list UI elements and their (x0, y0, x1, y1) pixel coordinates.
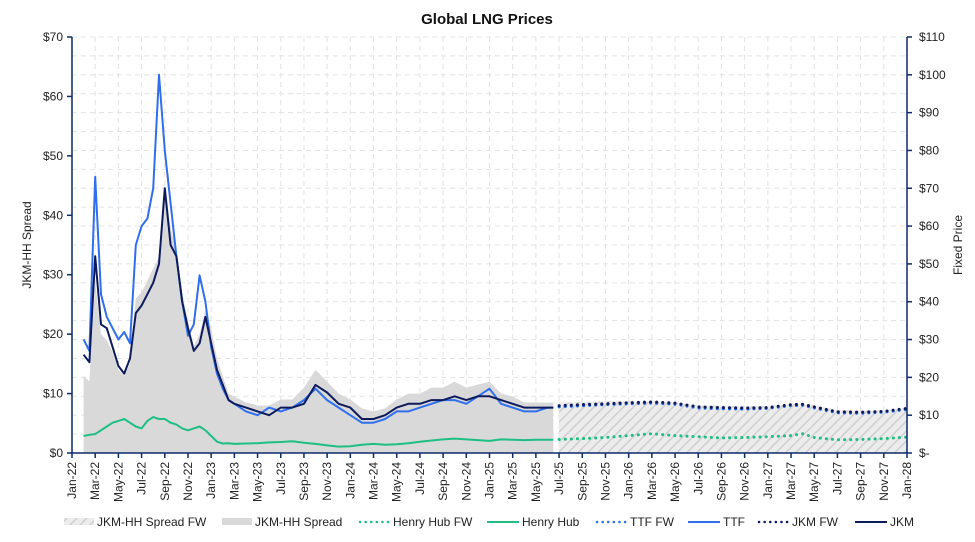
x-tick-label: May-26 (668, 462, 682, 502)
right-tick-label: $60 (919, 219, 939, 233)
x-tick-label: Mar-24 (367, 462, 381, 500)
left-tick-label: $10 (43, 387, 63, 401)
x-tick-label: May-24 (390, 462, 404, 502)
legend-label: TTF FW (630, 515, 675, 529)
left-tick-label: $40 (43, 208, 63, 222)
right-tick-label: $30 (919, 333, 939, 347)
x-tick-label: Nov-24 (459, 462, 473, 501)
legend-item: JKM-HH Spread (222, 515, 342, 529)
series-lines (82, 73, 909, 448)
x-tick-label: Nov-25 (598, 462, 612, 501)
x-tick-label: Jul-26 (691, 462, 705, 495)
left-tick-label: $60 (43, 89, 63, 103)
x-tick-label: Jan-28 (900, 462, 914, 499)
right-tick-label: $10 (919, 408, 939, 422)
right-axis-title: Fixed Price (951, 215, 965, 275)
x-tick-label: Mar-26 (645, 462, 659, 500)
right-tick-label: $110 (919, 30, 945, 44)
right-tick-label: $- (919, 446, 930, 460)
legend-label: JKM-HH Spread FW (97, 515, 207, 529)
x-tick-label: Nov-26 (738, 462, 752, 501)
x-tick-label: Jul-27 (830, 462, 844, 495)
jkm-fw-line (557, 400, 909, 414)
legend-label: JKM-HH Spread (255, 515, 342, 529)
x-tick-label: Nov-23 (320, 462, 334, 501)
x-tick-label: Jan-24 (343, 462, 357, 499)
spread-areas (83, 185, 907, 454)
right-tick-label: $80 (919, 143, 939, 157)
x-tick-label: Mar-22 (88, 462, 102, 500)
x-tick-label: Mar-23 (227, 462, 241, 500)
spread-fw-area (559, 401, 907, 453)
x-tick-label: Mar-25 (506, 462, 520, 500)
x-tick-label: Jan-26 (622, 462, 636, 499)
axes: $0 $10 $20 $30 $40 $50 $60 $70 $- $10 $20 $30 $40 $50… (43, 30, 946, 502)
x-tick-label: May-27 (807, 462, 821, 502)
left-tick-label: $70 (43, 30, 63, 44)
x-tick-label: Jul-23 (274, 462, 288, 495)
legend-label: Henry Hub FW (393, 515, 473, 529)
x-tick-label: May-23 (251, 462, 265, 502)
right-tick-label: $100 (919, 68, 946, 82)
x-tick-label: May-22 (111, 462, 125, 502)
legend-item: JKM-HH Spread FW (64, 515, 207, 529)
x-tick-label: Jul-25 (552, 462, 566, 495)
left-axis-title: JKM-HH Spread (20, 201, 34, 288)
x-tick-label: Nov-27 (877, 462, 891, 501)
legend-label: JKM FW (792, 515, 839, 529)
x-tick-label: Jan-22 (65, 462, 79, 499)
right-tick-label: $50 (919, 257, 939, 271)
x-tick-label: Jan-23 (204, 462, 218, 499)
legend-label: JKM (890, 515, 914, 529)
legend-swatch (64, 518, 94, 525)
legend-label: Henry Hub (522, 515, 580, 529)
x-tick-label: Sep-26 (714, 462, 728, 501)
chart-title: Global LNG Prices (421, 11, 553, 28)
left-tick-label: $50 (43, 149, 63, 163)
legend-item: JKM FW (757, 515, 839, 529)
x-tick-label: Jan-27 (761, 462, 775, 499)
right-tick-label: $70 (919, 181, 939, 195)
legend-item: TTF (688, 515, 745, 529)
x-tick-label: Jul-24 (413, 462, 427, 495)
x-tick-label: May-25 (529, 462, 543, 502)
spread-area (83, 185, 554, 454)
x-tick-label: Sep-23 (297, 462, 311, 501)
legend: JKM-HH Spread FW JKM-HH Spread Henry Hub F… (64, 515, 914, 529)
left-tick-label: $20 (43, 327, 63, 341)
left-tick-label: $0 (50, 446, 64, 460)
x-tick-label: Jan-25 (483, 462, 497, 499)
right-tick-label: $90 (919, 106, 939, 120)
legend-label: TTF (723, 515, 745, 529)
x-tick-label: Sep-22 (158, 462, 172, 501)
x-tick-label: Mar-27 (784, 462, 798, 500)
right-tick-label: $40 (919, 295, 939, 309)
x-tick-label: Nov-22 (181, 462, 195, 501)
right-tick-label: $20 (919, 370, 939, 384)
legend-item: Henry Hub FW (358, 515, 473, 529)
x-tick-label: Jul-22 (135, 462, 149, 495)
x-tick-label: Sep-25 (575, 462, 589, 501)
legend-swatch (222, 518, 252, 525)
x-tick-label: Sep-27 (854, 462, 868, 501)
jkm-line (82, 187, 554, 420)
legend-item: JKM (855, 515, 914, 529)
x-tick-label: Sep-24 (436, 462, 450, 501)
legend-item: TTF FW (595, 515, 675, 529)
henry-hub-fw-line (557, 432, 909, 442)
ttf-line (82, 73, 554, 424)
left-tick-label: $30 (43, 268, 63, 282)
henry-hub-line (83, 416, 554, 448)
legend-item: Henry Hub (487, 515, 580, 529)
